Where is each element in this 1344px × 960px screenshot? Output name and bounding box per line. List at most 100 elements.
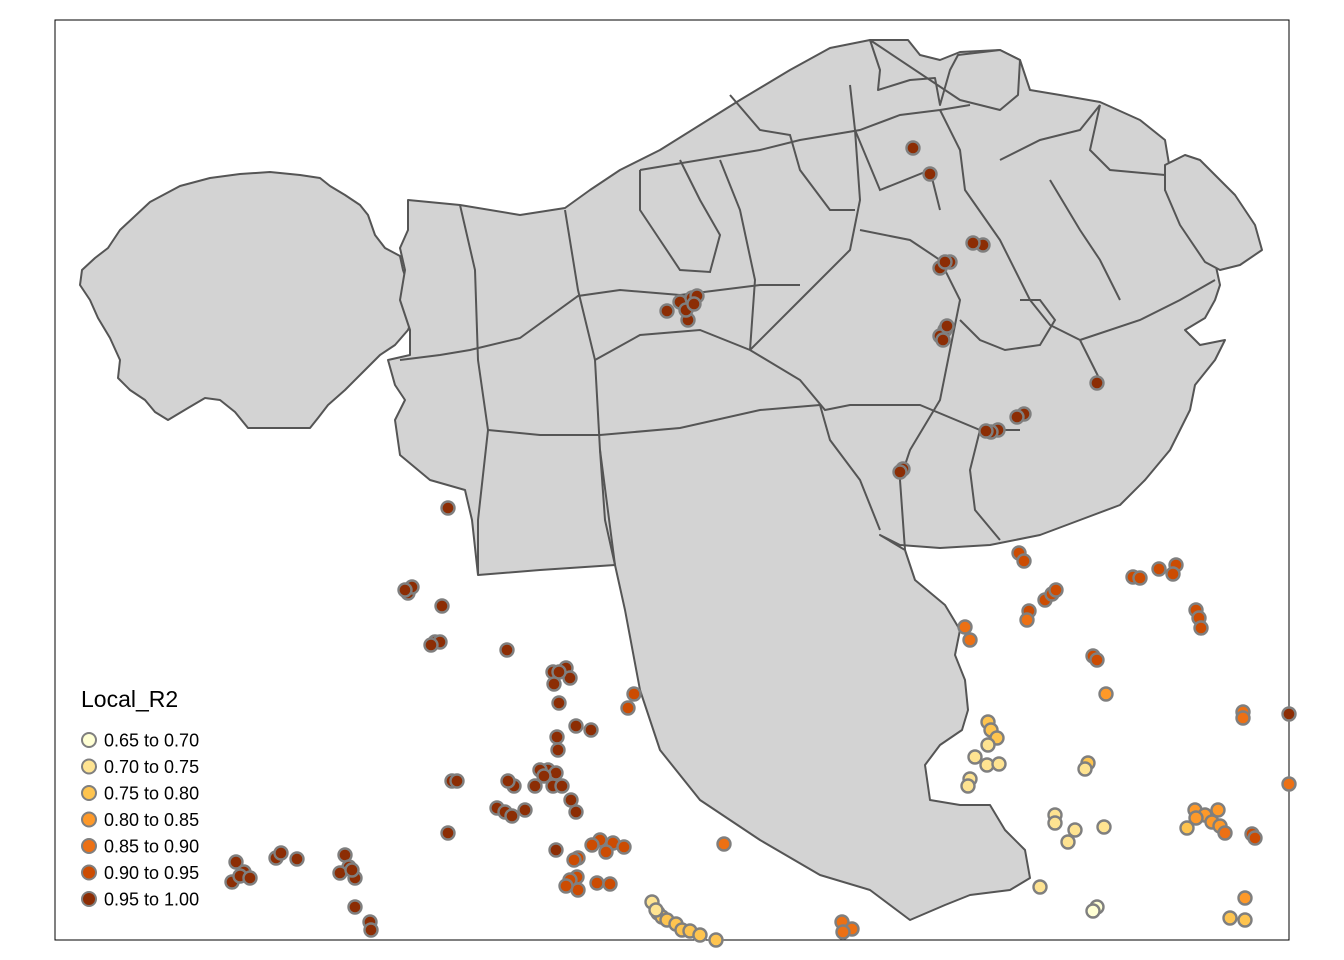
map-point [363, 922, 379, 938]
map-point [500, 773, 516, 789]
map-point [434, 598, 450, 614]
map-point [991, 756, 1007, 772]
map-point [708, 932, 724, 948]
map-point [1032, 879, 1048, 895]
map-point [1085, 903, 1101, 919]
map-point [1210, 802, 1226, 818]
map-point [1281, 776, 1297, 792]
map-point [1047, 815, 1063, 831]
map-point [273, 845, 289, 861]
map-point [550, 742, 566, 758]
map-point [1098, 686, 1114, 702]
legend-swatch-4 [81, 811, 97, 828]
map-point [568, 804, 584, 820]
map-point [554, 778, 570, 794]
map-point [527, 778, 543, 794]
points-layer [224, 140, 1297, 948]
map-point [440, 500, 456, 516]
map-point [922, 166, 938, 182]
legend: Local_R2 0.65 to 0.70 0.70 to 0.75 0.75 to… [81, 686, 199, 910]
legend-swatch-5 [81, 838, 97, 854]
map-point [1235, 710, 1251, 726]
map-point [1237, 912, 1253, 928]
mainland-districts [387, 39, 1263, 921]
district-west-island [79, 171, 415, 429]
map-point [905, 140, 921, 156]
map-point [692, 927, 708, 943]
map-point [546, 676, 562, 692]
map-point [1077, 761, 1093, 777]
legend-swatch-1 [81, 732, 97, 748]
map-point [1009, 409, 1025, 425]
legend-swatch-2 [81, 758, 97, 775]
map-point [1016, 553, 1032, 569]
legend-swatch-7 [81, 891, 97, 907]
map-point [449, 773, 465, 789]
map-point [344, 862, 360, 878]
map-point [598, 844, 614, 860]
map-point [1237, 890, 1253, 906]
map-point [835, 924, 851, 940]
map-point [517, 802, 533, 818]
map-point [1179, 820, 1195, 836]
legend-label-7: 0.95 to 1.00 [104, 890, 199, 910]
map-point [1247, 830, 1263, 846]
map-point [892, 464, 908, 480]
map-point [242, 870, 258, 886]
legend-label-5: 0.85 to 0.90 [104, 837, 199, 857]
map-point [228, 854, 244, 870]
map-point [1193, 620, 1209, 636]
map-point [1019, 612, 1035, 628]
map-point [962, 632, 978, 648]
map-point [1217, 825, 1233, 841]
map-point [616, 839, 632, 855]
map-point [536, 768, 552, 784]
map-point [583, 722, 599, 738]
map-point [504, 808, 520, 824]
map-point [347, 899, 363, 915]
legend-label-1: 0.65 to 0.70 [104, 731, 199, 751]
map-point [589, 875, 605, 891]
map-point [978, 423, 994, 439]
map-point [568, 718, 584, 734]
map-point [1188, 810, 1204, 826]
map-point [397, 582, 413, 598]
legend-label-6: 0.90 to 0.95 [104, 863, 199, 883]
map-point [566, 852, 582, 868]
map-point [1067, 822, 1083, 838]
map-point [1089, 375, 1105, 391]
map-point [1089, 652, 1105, 668]
legend-title: Local_R2 [81, 686, 178, 712]
map-point [967, 749, 983, 765]
map-point [1151, 561, 1167, 577]
map-point [648, 902, 664, 918]
map-point [584, 837, 600, 853]
map-point [939, 318, 955, 334]
map-point [620, 700, 636, 716]
map-point [1281, 706, 1297, 722]
map-point [549, 729, 565, 745]
map-point [626, 686, 642, 702]
map-point [957, 619, 973, 635]
legend-label-3: 0.75 to 0.80 [104, 784, 199, 804]
map-point [499, 642, 515, 658]
legend-label-4: 0.80 to 0.85 [104, 810, 199, 830]
map-point [551, 695, 567, 711]
legend-swatch-6 [81, 864, 97, 881]
map-point [423, 637, 439, 653]
map-point [1132, 570, 1148, 586]
map-point [548, 842, 564, 858]
map-point [980, 737, 996, 753]
map-point [1048, 582, 1064, 598]
map-point [659, 303, 675, 319]
map-point [440, 825, 456, 841]
map-point [1096, 819, 1112, 835]
legend-label-2: 0.70 to 0.75 [104, 757, 199, 777]
map-point [1060, 834, 1076, 850]
map-point [602, 876, 618, 892]
legend-items: 0.65 to 0.70 0.70 to 0.75 0.75 to 0.80 0.80… [81, 731, 199, 910]
map-point [937, 254, 953, 270]
map-point [935, 332, 951, 348]
map-point [1222, 910, 1238, 926]
legend-swatch-3 [81, 785, 97, 801]
